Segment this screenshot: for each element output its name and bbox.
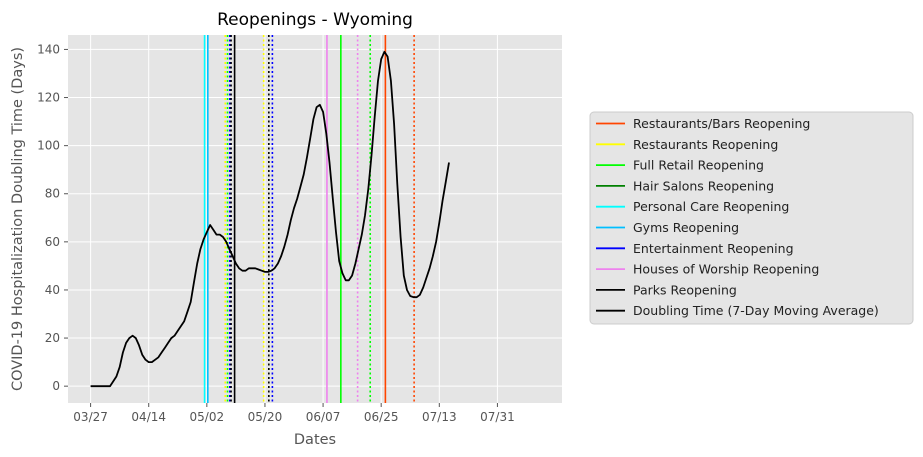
y-tick-label: 100 <box>37 139 60 153</box>
y-tick-label: 140 <box>37 42 60 56</box>
series <box>90 50 450 388</box>
x-tick-label: 03/27 <box>73 410 108 424</box>
legend-entry: Entertainment Reopening <box>633 241 794 256</box>
x-axis-label: Dates <box>294 432 336 448</box>
x-tick-label: 04/14 <box>131 410 166 424</box>
legend-entry: Restaurants Reopening <box>633 137 778 152</box>
legend-entry: Doubling Time (7-Day Moving Average) <box>633 303 879 318</box>
x-tick-label: 07/13 <box>422 410 457 424</box>
x-tick-label: 05/20 <box>248 410 283 424</box>
chart-title: Reopenings - Wyoming <box>217 10 413 30</box>
y-axis-label: COVID-19 Hospitalization Doubling Time (… <box>10 47 26 391</box>
grid <box>68 35 562 403</box>
x-tick-label: 06/25 <box>364 410 399 424</box>
y-axis: 0 20 40 60 80 100 120 140 <box>37 42 68 393</box>
legend-entry: Restaurants/Bars Reopening <box>633 116 810 131</box>
legend-entry: Houses of Worship Reopening <box>633 262 819 277</box>
y-tick-label: 0 <box>52 379 60 393</box>
plot-area <box>68 35 562 403</box>
legend-entry: Parks Reopening <box>633 282 737 297</box>
x-tick-label: 06/07 <box>306 410 341 424</box>
x-tick-label: 07/31 <box>480 410 515 424</box>
y-tick-label: 120 <box>37 91 60 105</box>
legend-entry: Gyms Reopening <box>633 220 739 235</box>
y-tick-label: 40 <box>45 283 60 297</box>
legend-entry: Personal Care Reopening <box>633 199 789 214</box>
legend-box <box>589 111 914 325</box>
y-tick-label: 60 <box>45 235 60 249</box>
x-tick-label: 05/02 <box>190 410 225 424</box>
legend: Restaurants/Bars Reopening Restaurants Re… <box>589 111 914 325</box>
series-line <box>90 50 450 388</box>
event-lines <box>203 35 415 403</box>
y-tick-label: 20 <box>45 331 60 345</box>
legend-entry: Hair Salons Reopening <box>633 178 774 193</box>
y-tick-label: 80 <box>45 187 60 201</box>
x-axis: 03/27 04/14 05/02 05/20 06/07 06/25 07/13 07/31 <box>73 403 515 424</box>
legend-entry: Full Retail Reopening <box>633 158 764 173</box>
